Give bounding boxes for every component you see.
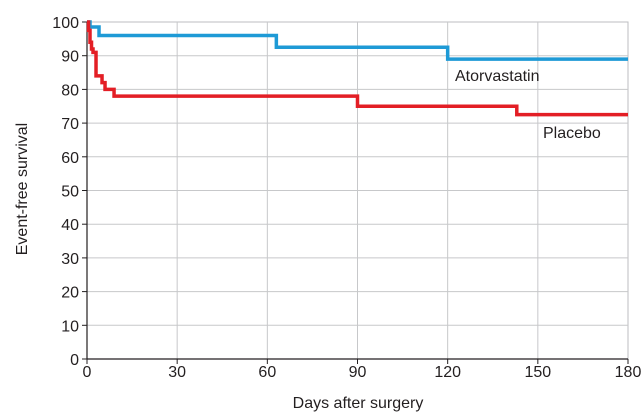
x-axis-title: Days after surgery [293,395,424,412]
y-tick-label: 0 [70,352,79,369]
x-tick-label: 0 [83,364,92,381]
series-lines [86,20,628,117]
y-tick-label: 90 [61,49,79,66]
series-line-placebo [86,20,628,117]
series-label-placebo: Placebo [543,125,601,142]
x-tick-label: 150 [524,364,551,381]
y-tick-label: 20 [61,285,79,302]
y-tick-label: 40 [61,217,79,234]
x-tick-label: 30 [168,364,186,381]
y-tick-label: 80 [61,82,79,99]
y-tick-label: 100 [52,15,79,32]
y-tick-label: 10 [61,318,79,335]
y-tick-label: 70 [61,116,79,133]
x-tick-label: 60 [258,364,276,381]
tick-labels: 0 10 20 30 40 50 60 70 80 90 100 0 30 60 90 120 150 180 [52,15,641,381]
y-tick-label: 30 [61,251,79,268]
axes [82,21,629,364]
y-tick-label: 60 [61,150,79,167]
y-axis-title: Event-free survival [14,123,31,256]
gridlines [87,22,628,359]
y-tick-label: 50 [61,184,79,201]
series-label-atorvastatin: Atorvastatin [455,68,539,85]
x-tick-label: 120 [434,364,461,381]
x-tick-label: 90 [349,364,367,381]
x-tick-label: 180 [615,364,642,381]
